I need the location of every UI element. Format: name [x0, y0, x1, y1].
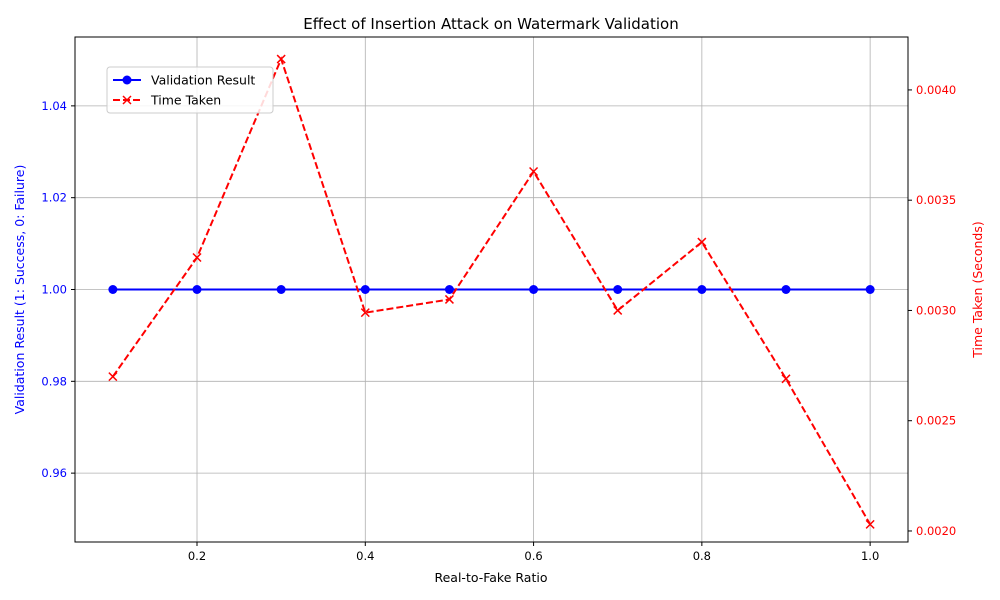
legend-validation-label: Validation Result	[151, 73, 255, 88]
validation-point	[108, 285, 118, 294]
time-taken-line	[112, 56, 872, 525]
validation-point	[697, 285, 707, 294]
right-tick-label: 0.0020	[916, 524, 956, 538]
legend-time-label: Time Taken	[150, 93, 221, 108]
validation-point	[529, 285, 539, 294]
validation-point	[444, 285, 454, 294]
x-axis-ticks: 0.2 0.4 0.6 0.8 1.0	[188, 542, 879, 563]
time-point	[444, 294, 454, 304]
left-tick-label: 0.96	[41, 466, 67, 480]
left-tick-label: 0.98	[41, 374, 67, 388]
time-point	[108, 372, 118, 382]
left-tick-label: 1.02	[41, 191, 67, 205]
time-point	[613, 305, 623, 315]
legend-box	[106, 66, 274, 114]
time-point	[697, 237, 707, 247]
x-tick-label: 0.8	[693, 549, 711, 563]
x-tick-label: 1.0	[861, 549, 879, 563]
x-tick-label: 0.2	[188, 549, 206, 563]
time-point	[865, 519, 875, 529]
validation-result-series	[108, 285, 875, 294]
time-point	[781, 374, 791, 384]
legend-time-marker	[122, 95, 132, 105]
right-tick-label: 0.0040	[916, 83, 956, 97]
left-tick-label: 1.00	[41, 283, 67, 297]
x-axis-label: Real-to-Fake Ratio	[434, 570, 547, 585]
validation-point	[360, 285, 370, 294]
time-point	[529, 166, 539, 177]
validation-point	[276, 285, 286, 294]
right-tick-label: 0.0025	[916, 414, 956, 428]
right-tick-label: 0.0030	[916, 303, 956, 317]
left-tick-label: 1.04	[41, 99, 67, 113]
time-point	[276, 54, 286, 64]
chart-title: Effect of Insertion Attack on Watermark …	[303, 15, 678, 33]
validation-point	[781, 285, 791, 294]
x-tick-label: 0.6	[524, 549, 542, 563]
validation-point	[865, 285, 875, 294]
time-point	[360, 308, 370, 318]
legend: Validation Result Time Taken	[106, 66, 274, 114]
legend-validation-marker	[122, 75, 132, 85]
time-point	[192, 252, 202, 263]
validation-point	[192, 285, 202, 294]
x-tick-label: 0.4	[356, 549, 374, 563]
right-axis-label: Time Taken (Seconds)	[970, 221, 985, 358]
right-axis-ticks: 0.0020 0.0025 0.0030 0.0035 0.0040	[908, 83, 956, 538]
left-axis-label: Validation Result (1: Success, 0: Failur…	[12, 165, 27, 415]
right-tick-label: 0.0035	[916, 193, 956, 207]
validation-point	[613, 285, 623, 294]
left-axis-ticks: 0.96 0.98 1.00 1.02 1.04	[41, 99, 75, 480]
time-taken-series	[108, 54, 875, 529]
